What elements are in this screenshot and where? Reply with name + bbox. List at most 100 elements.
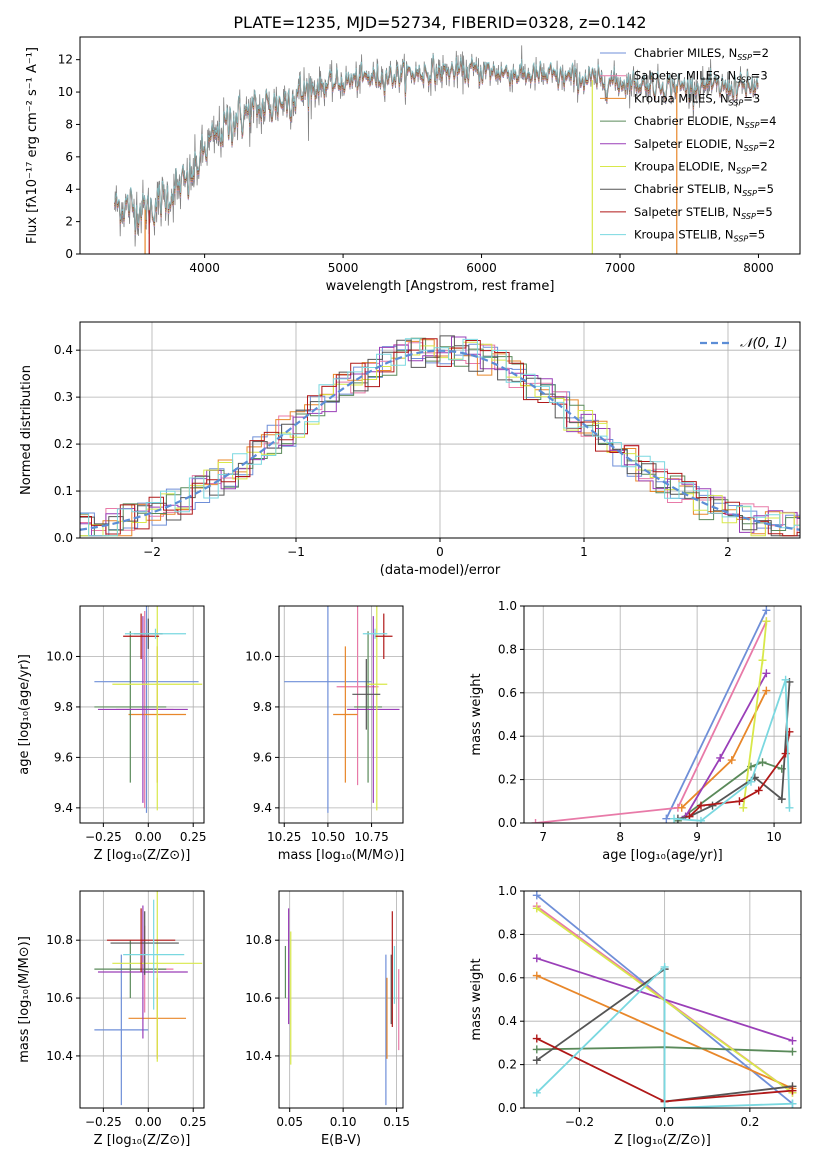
y-axis-label: mass weight [469, 958, 484, 1040]
legend-subscript: SSP [742, 189, 757, 198]
legend-label: Chabrier ELODIE, NSSP=4 [634, 114, 776, 130]
x-axis-label: wavelength [Angstrom, rest frame] [326, 279, 555, 294]
axes-frame [79, 605, 205, 824]
mass_vs_ebv-axes [279, 891, 403, 1108]
plus-marker [777, 795, 786, 804]
y-tick-label: 10.0 [245, 649, 272, 663]
x-tick-label: 8000 [743, 261, 774, 275]
legend-label: Kroupa STELIB, NSSP=5 [634, 228, 765, 244]
age_vs_mass-frame: 10.25 10.50 10.75 9.4 9.6 9.8 10.0 mass [log₁₀(… [245, 605, 405, 863]
observed-spectrum [114, 45, 759, 247]
normal-legend-label: 𝒩(0, 1) [740, 336, 787, 351]
series-kroupa-stelib [532, 962, 797, 1108]
y-axis-label: Normed distribution [19, 365, 34, 495]
legend-subscript: SSP [736, 76, 751, 85]
y-tick-label: 1.0 [498, 884, 517, 898]
point-kroupa-miles [333, 646, 358, 783]
plus-marker [532, 891, 541, 900]
x-tick-label: 0 [436, 545, 444, 559]
spectrum-axes [114, 45, 759, 254]
y-axis-label: mass weight [469, 673, 484, 755]
legend-name: Salpeter MILES, N [634, 69, 736, 83]
point-chabrier-stelib [352, 658, 381, 730]
y-tick-label: 0.4 [498, 729, 517, 743]
x-tick-label: −2 [143, 545, 161, 559]
series-line [677, 681, 791, 820]
legend-subscript: SSP [734, 235, 749, 244]
point-chabrier-stelib [110, 911, 179, 975]
x-axis-label: E(B-V) [321, 1133, 361, 1148]
y-tick-label: 0.4 [54, 343, 73, 357]
residual-hist-kroupa-miles [80, 339, 800, 537]
x-axis-label: Z [log₁₀(Z/Z⊙)] [614, 1133, 711, 1148]
legend-count: =2 [752, 46, 769, 60]
figure-title: PLATE=1235, MJD=52734, FIBERID=0328, z=0… [233, 13, 646, 32]
plus-marker [785, 803, 794, 812]
y-tick-label: 0.4 [498, 1014, 517, 1028]
plus-marker [532, 971, 541, 980]
x-tick-label: −0.25 [85, 830, 122, 844]
legend-label: Kroupa ELODIE, NSSP=2 [634, 160, 768, 176]
residuals-frame: −2 −1 0 1 2 0.0 0.1 0.2 0.3 0.4 (data-model)/error… [19, 321, 801, 578]
series-chabrier-miles [662, 606, 771, 823]
y-tick-label: 0.1 [54, 484, 73, 498]
plus-marker [532, 904, 541, 913]
residual-hist-chabrier-stelib [80, 335, 800, 537]
x-axis-label: mass [log₁₀(M/M⊙)] [278, 848, 405, 863]
plus-marker [788, 1036, 797, 1045]
y-tick-label: 0.0 [498, 1101, 517, 1115]
legend-subscript: SSP [745, 121, 760, 130]
point-salpeter-stelib [375, 613, 393, 659]
point-salpeter-stelib [123, 613, 160, 659]
plus-marker [788, 1099, 797, 1108]
series-line [536, 964, 793, 1108]
plus-marker [762, 606, 771, 615]
y-tick-label: 1.0 [498, 599, 517, 613]
y-tick-label: 10.8 [46, 933, 73, 947]
point-salpeter-stelib [106, 908, 176, 973]
legend-name: Kroupa STELIB, N [634, 228, 734, 242]
x-tick-label: 6000 [466, 261, 497, 275]
legend-label: Kroupa MILES, NSSP=3 [634, 91, 760, 107]
plus-marker [754, 786, 763, 795]
weight_vs_Z-axes [524, 890, 801, 1109]
y-tick-label: 0.2 [54, 437, 73, 451]
legend-count: =5 [748, 228, 765, 242]
plus-marker [532, 1088, 541, 1097]
x-axis-label: age [log₁₀(age/yr)] [602, 848, 723, 863]
axes-frame [79, 890, 205, 1109]
plus-marker [746, 777, 755, 786]
y-tick-label: 0.0 [54, 531, 73, 545]
y-tick-label: 9.4 [253, 801, 272, 815]
x-tick-label: 0.15 [383, 1115, 410, 1129]
plus-marker [696, 801, 705, 810]
y-tick-label: 10.4 [46, 1049, 73, 1063]
point-salpeter-elodie [97, 905, 188, 1039]
y-tick-label: 2 [65, 215, 73, 229]
weight_vs_age-plot-area [531, 606, 794, 823]
legend-label: Chabrier STELIB, NSSP=5 [634, 182, 774, 198]
x-tick-label: 0.05 [276, 1115, 303, 1129]
series-line [665, 609, 768, 820]
plus-marker [781, 675, 790, 684]
plus-marker [708, 801, 717, 810]
y-tick-label: 10 [58, 85, 73, 99]
y-axis-label: age [log₁₀(age/yr)] [17, 654, 32, 775]
plus-marker [727, 756, 736, 765]
x-tick-label: 9 [693, 830, 701, 844]
plus-marker [670, 814, 679, 823]
y-tick-label: 0.8 [498, 927, 517, 941]
x-tick-label: 4000 [189, 261, 220, 275]
y-axis-label: Flux [fλ10⁻¹⁷ erg cm⁻² s⁻¹ A⁻¹] [25, 47, 40, 244]
point-chabrier-elodie [94, 940, 167, 999]
legend-count: =4 [760, 114, 777, 128]
series-kroupa-elodie [739, 617, 771, 812]
x-tick-label: 7000 [605, 261, 636, 275]
weight_vs_age-frame: 7 8 9 10 0.0 0.2 0.4 0.6 0.8 1.0 age [log₁₀(age/yr… [469, 599, 802, 863]
axes-frame [278, 605, 404, 824]
legend-name: Salpeter STELIB, N [634, 205, 741, 219]
plus-marker [532, 1045, 541, 1054]
x-tick-label: 0.25 [180, 830, 207, 844]
plus-marker [532, 954, 541, 963]
